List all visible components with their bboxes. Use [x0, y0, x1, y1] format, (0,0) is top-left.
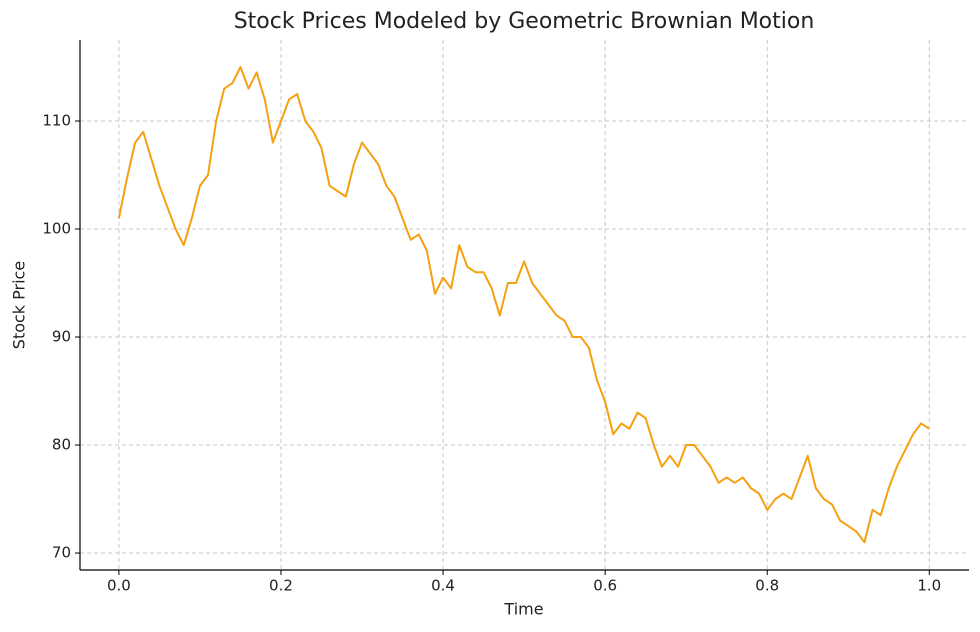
- y-tick-label: 100: [42, 220, 71, 238]
- chart-title: Stock Prices Modeled by Geometric Browni…: [234, 9, 815, 34]
- x-tick-label: 0.2: [269, 577, 293, 595]
- y-tick-label: 110: [42, 112, 71, 130]
- x-tick-label: 0.6: [593, 577, 617, 595]
- line: [117, 66, 930, 544]
- y-tick-label: 70: [52, 544, 71, 562]
- y-axis-label: Stock Price: [10, 261, 29, 349]
- y-tick-label: 90: [52, 328, 71, 346]
- x-tick-label: 1.0: [917, 577, 941, 595]
- x-tick-label: 0.8: [755, 577, 779, 595]
- x-tick-label: 0.0: [107, 577, 131, 595]
- x-axis-label: Time: [503, 600, 543, 619]
- y-tick-label: 80: [52, 436, 71, 454]
- x-tick-label: 0.4: [431, 577, 455, 595]
